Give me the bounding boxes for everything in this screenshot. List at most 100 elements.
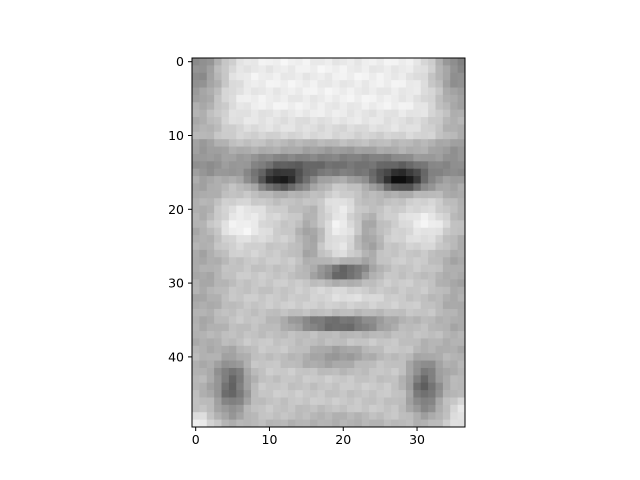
heatmap-cell: [273, 65, 282, 74]
heatmap-cell: [413, 235, 422, 243]
heatmap-cell: [324, 382, 333, 391]
heatmap-cell: [332, 301, 341, 310]
heatmap-cell: [346, 102, 355, 111]
heatmap-cell: [398, 146, 407, 155]
heatmap-cell: [228, 176, 237, 184]
heatmap-cell: [339, 58, 348, 66]
heatmap-cell: [206, 301, 215, 310]
heatmap-cell: [221, 80, 230, 89]
heatmap-cell: [457, 301, 466, 310]
heatmap-cell: [346, 205, 355, 214]
heatmap-cell: [324, 242, 333, 251]
heatmap-cell: [280, 412, 289, 421]
heatmap-cell: [199, 353, 208, 362]
heatmap-cell: [324, 338, 333, 347]
heatmap-cell: [317, 404, 326, 413]
heatmap-cell: [214, 80, 223, 89]
heatmap-cell: [295, 205, 304, 214]
heatmap-cell: [265, 94, 274, 103]
heatmap-cell: [280, 102, 289, 111]
heatmap-cell: [273, 419, 282, 428]
heatmap-cell: [243, 58, 252, 66]
heatmap-cell: [295, 249, 304, 258]
heatmap-cell: [287, 301, 296, 310]
heatmap-cell: [258, 176, 267, 184]
heatmap-cell: [405, 153, 414, 162]
heatmap-cell: [332, 235, 341, 243]
heatmap-cell: [280, 58, 289, 66]
heatmap-cell: [280, 242, 289, 251]
heatmap-cell: [442, 102, 451, 111]
heatmap-cell: [457, 286, 466, 295]
heatmap-cell: [354, 205, 363, 214]
heatmap-cell: [435, 227, 444, 236]
heatmap-cell: [435, 124, 444, 133]
heatmap-cell: [317, 331, 326, 339]
heatmap-cell: [398, 102, 407, 111]
heatmap-cell: [361, 146, 370, 155]
heatmap-cell: [361, 412, 370, 421]
heatmap-cell: [251, 323, 259, 332]
heatmap-cell: [405, 272, 414, 280]
heatmap-cell: [369, 109, 377, 118]
heatmap-cell: [354, 161, 363, 170]
heatmap-cell: [221, 294, 230, 303]
heatmap-cell: [236, 382, 245, 391]
heatmap-cell: [265, 198, 274, 207]
heatmap-cell: [450, 353, 459, 362]
heatmap-cell: [273, 367, 282, 376]
heatmap-cell: [295, 94, 304, 103]
heatmap-cell: [405, 168, 414, 177]
heatmap-cell: [354, 404, 363, 413]
heatmap-cell: [420, 375, 429, 384]
heatmap-cell: [442, 294, 451, 303]
heatmap-cell: [206, 72, 215, 81]
heatmap-cell: [192, 279, 200, 288]
heatmap-cell: [199, 220, 208, 229]
heatmap-cell: [251, 412, 259, 421]
heatmap-cell: [369, 131, 377, 140]
heatmap-cell: [273, 360, 282, 369]
heatmap-cell: [361, 65, 370, 74]
heatmap-cell: [287, 65, 296, 74]
heatmap-cell: [457, 338, 466, 347]
heatmap-cell: [236, 153, 245, 162]
heatmap-cell: [398, 190, 407, 199]
heatmap-cell: [332, 353, 341, 362]
heatmap-cell: [420, 72, 429, 81]
heatmap-cell: [243, 109, 252, 118]
heatmap-cell: [383, 353, 392, 362]
heatmap-cell: [280, 331, 289, 339]
heatmap-cell: [214, 294, 223, 303]
heatmap-cell: [398, 353, 407, 362]
heatmap-cell: [457, 242, 466, 251]
heatmap-cell: [317, 397, 326, 406]
heatmap-cell: [324, 316, 333, 325]
heatmap-cell: [428, 375, 436, 384]
heatmap-cell: [273, 301, 282, 310]
heatmap-cell: [376, 294, 385, 303]
heatmap-cell: [192, 345, 200, 354]
heatmap-cell: [280, 279, 289, 288]
heatmap-cell: [258, 109, 267, 118]
heatmap-cell: [251, 102, 259, 111]
heatmap-cell: [258, 131, 267, 140]
heatmap-cell: [273, 345, 282, 354]
heatmap-cell: [339, 257, 348, 266]
heatmap-cell: [435, 419, 444, 428]
heatmap-cell: [236, 316, 245, 325]
heatmap-cell: [398, 249, 407, 258]
heatmap-cell: [302, 249, 311, 258]
heatmap-cell: [428, 153, 436, 162]
heatmap-cell: [428, 117, 436, 125]
heatmap-cell: [324, 375, 333, 384]
heatmap-cell: [405, 279, 414, 288]
heatmap-cell: [206, 94, 215, 103]
heatmap-cell: [280, 323, 289, 332]
heatmap-cell: [287, 316, 296, 325]
heatmap-cell: [383, 249, 392, 258]
heatmap-cell: [295, 183, 304, 192]
heatmap-cell: [258, 279, 267, 288]
heatmap-cell: [450, 139, 459, 148]
heatmap-cell: [192, 87, 200, 96]
